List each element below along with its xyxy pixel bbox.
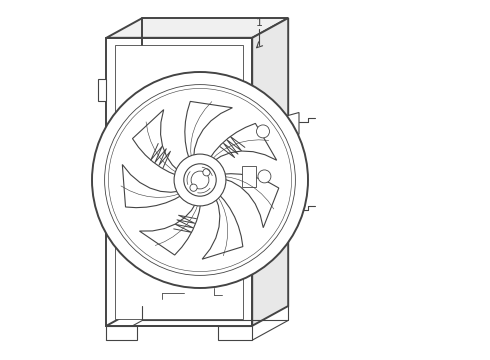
Polygon shape [263, 199, 299, 230]
Polygon shape [122, 165, 183, 208]
Polygon shape [218, 326, 252, 340]
Circle shape [203, 169, 210, 176]
Circle shape [184, 164, 216, 196]
Circle shape [258, 170, 271, 183]
Circle shape [257, 125, 270, 138]
Text: 1: 1 [256, 18, 263, 28]
Polygon shape [98, 180, 106, 202]
Polygon shape [106, 326, 137, 340]
Circle shape [174, 154, 226, 206]
Circle shape [92, 72, 308, 288]
Polygon shape [98, 79, 106, 101]
Polygon shape [221, 174, 279, 228]
Polygon shape [116, 45, 243, 319]
Circle shape [190, 184, 197, 191]
Polygon shape [252, 18, 288, 326]
Polygon shape [106, 18, 288, 38]
Polygon shape [185, 102, 232, 161]
Polygon shape [106, 38, 252, 326]
Polygon shape [263, 112, 299, 144]
Polygon shape [242, 166, 256, 187]
Polygon shape [140, 202, 201, 255]
Circle shape [191, 171, 209, 189]
Polygon shape [202, 193, 243, 259]
Polygon shape [209, 123, 277, 162]
Polygon shape [132, 109, 179, 176]
